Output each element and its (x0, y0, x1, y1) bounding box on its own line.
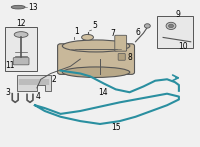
Text: 14: 14 (98, 88, 108, 97)
Polygon shape (17, 75, 51, 91)
Text: 11: 11 (5, 61, 15, 70)
FancyBboxPatch shape (5, 27, 37, 71)
Ellipse shape (144, 24, 150, 28)
Ellipse shape (166, 22, 176, 30)
Text: 2: 2 (52, 76, 56, 85)
Text: 13: 13 (28, 3, 38, 12)
Text: 1: 1 (74, 27, 79, 36)
Ellipse shape (62, 67, 130, 77)
Text: 6: 6 (135, 28, 140, 37)
Ellipse shape (14, 32, 28, 37)
FancyBboxPatch shape (157, 16, 193, 47)
Text: 15: 15 (111, 123, 121, 132)
Ellipse shape (11, 5, 25, 9)
FancyBboxPatch shape (118, 54, 125, 60)
Ellipse shape (169, 24, 173, 28)
Ellipse shape (82, 34, 93, 40)
Text: 12: 12 (16, 19, 26, 28)
Text: 7: 7 (110, 29, 115, 38)
Ellipse shape (62, 40, 130, 52)
Text: 8: 8 (128, 53, 132, 62)
Text: 5: 5 (92, 21, 97, 30)
FancyBboxPatch shape (13, 58, 29, 65)
Text: 3: 3 (5, 88, 10, 97)
FancyBboxPatch shape (58, 44, 135, 74)
Text: 9: 9 (176, 10, 181, 19)
Text: 4: 4 (36, 92, 41, 101)
FancyBboxPatch shape (115, 35, 127, 51)
Text: 10: 10 (178, 42, 188, 51)
